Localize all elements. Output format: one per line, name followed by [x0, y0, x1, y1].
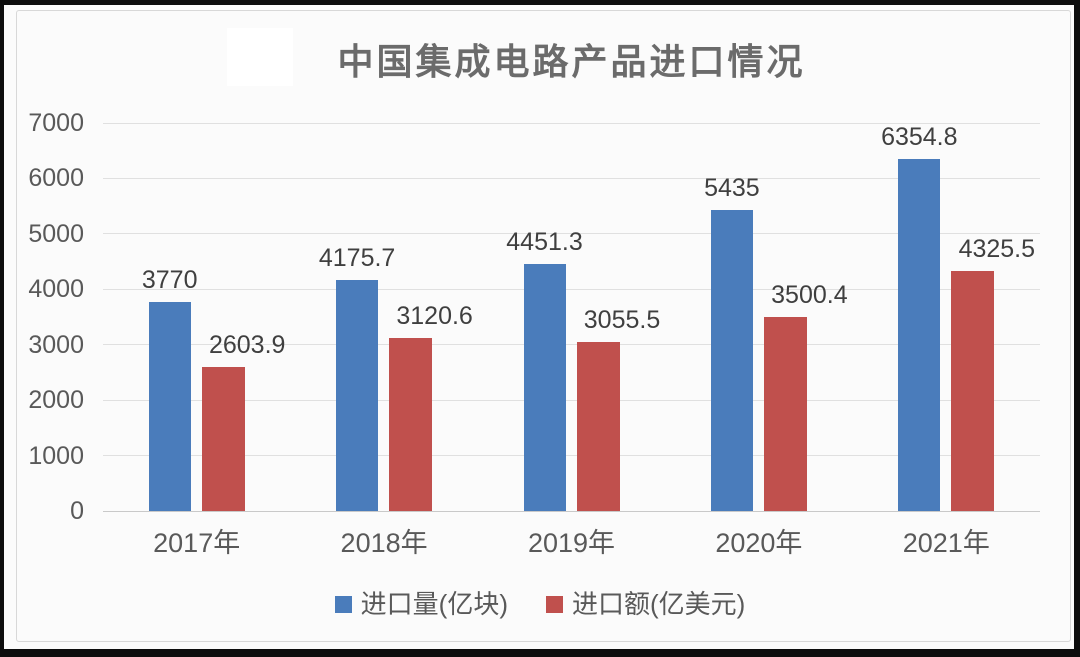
y-axis-tick-label: 2000 — [28, 386, 84, 415]
legend-item: 进口量(亿块) — [334, 589, 508, 619]
y-axis-tick-label: 6000 — [28, 164, 84, 193]
x-axis-category-label: 2019年 — [527, 528, 616, 558]
legend-item: 进口额(亿美元) — [546, 590, 745, 618]
bar-series-import-volume — [148, 302, 191, 511]
bar-series-import-value — [389, 338, 433, 511]
bar-value-label: 3770 — [141, 266, 198, 295]
y-axis-tick-label: 0 — [70, 497, 84, 525]
bar-value-label: 4451.3 — [506, 228, 583, 257]
gridline — [103, 455, 1040, 457]
bar-series-import-volume — [710, 209, 753, 511]
bar-series-import-value — [951, 271, 995, 511]
bar-value-label: 2603.9 — [208, 330, 286, 359]
y-axis-tick-label: 5000 — [28, 219, 84, 248]
y-axis-tick-label: 1000 — [28, 441, 84, 470]
gridline — [103, 344, 1040, 346]
chart-title: 中国集成电路产品进口情况 — [337, 42, 806, 82]
gridline — [103, 122, 1040, 124]
legend-label: 进口量(亿块) — [360, 589, 508, 619]
chart-frame-border — [16, 10, 1071, 642]
y-axis-tick-label: 4000 — [28, 275, 84, 304]
legend-label: 进口额(亿美元) — [572, 589, 746, 619]
bar-value-label: 6354.8 — [881, 122, 958, 151]
legend: 进口量(亿块) 进口额(亿美元) — [0, 590, 1080, 618]
gridline — [103, 288, 1040, 290]
gridline — [103, 233, 1040, 235]
gridline — [103, 510, 1040, 512]
bar-series-import-value — [763, 316, 807, 511]
bar-series-import-value — [576, 341, 620, 511]
bar-value-label: 5435 — [704, 173, 760, 202]
bar-series-import-value — [201, 366, 245, 511]
bar-series-import-volume — [336, 279, 379, 511]
bar-value-label: 4175.7 — [318, 243, 396, 272]
legend-swatch-icon — [546, 595, 563, 613]
y-axis-tick-label: 3000 — [28, 330, 84, 359]
bar-value-label: 3055.5 — [583, 305, 661, 334]
x-axis-category-label: 2018年 — [340, 528, 428, 558]
bar-series-import-volume — [523, 264, 566, 511]
x-axis-category-label: 2020年 — [715, 528, 803, 558]
legend-swatch-icon — [334, 595, 352, 613]
gridline — [103, 177, 1040, 179]
gridline — [103, 399, 1040, 401]
bar-series-import-volume — [898, 158, 941, 511]
bar-value-label: 3120.6 — [396, 302, 473, 331]
bar-value-label: 4325.5 — [958, 235, 1036, 264]
y-axis-tick-label: 7000 — [28, 109, 84, 137]
bar-value-label: 3500.4 — [771, 280, 848, 309]
x-axis-category-label: 2021年 — [902, 528, 990, 558]
x-axis-category-label: 2017年 — [153, 528, 241, 558]
title-background-patch — [227, 28, 293, 86]
